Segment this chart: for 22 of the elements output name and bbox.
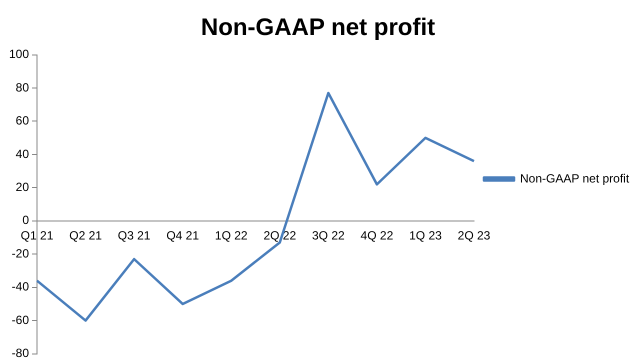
x-tick-label: 1Q 23	[409, 228, 442, 242]
y-tick-label: 80	[16, 80, 30, 94]
y-tick-label: 20	[16, 180, 30, 194]
y-tick-label: -80	[12, 346, 30, 360]
y-tick-label: 0	[22, 213, 30, 228]
y-tick-label: 40	[16, 146, 30, 161]
x-tick-label: 2Q 22	[263, 228, 296, 242]
x-tick-label: Q3 21	[118, 228, 151, 242]
x-tick-label: 2Q 23	[458, 228, 491, 242]
y-tick-label: -20	[12, 246, 30, 260]
legend-label: Non-GAAP net profit	[520, 171, 630, 186]
x-tick-label: Q2 21	[69, 228, 102, 242]
x-tick-label: 1Q 22	[214, 228, 248, 242]
y-tick-label: -60	[12, 312, 30, 327]
y-tick-label: -40	[12, 280, 30, 294]
x-tick-label: Q4 21	[166, 228, 200, 242]
y-tick-label: 100	[8, 47, 30, 62]
x-tick-label: Q1 21	[20, 228, 54, 242]
x-tick-label: 4Q 22	[360, 228, 394, 242]
chart-title: Non-GAAP net profit	[200, 14, 436, 42]
x-tick-label: 3Q 22	[312, 228, 346, 242]
y-tick-label: 60	[16, 114, 30, 128]
